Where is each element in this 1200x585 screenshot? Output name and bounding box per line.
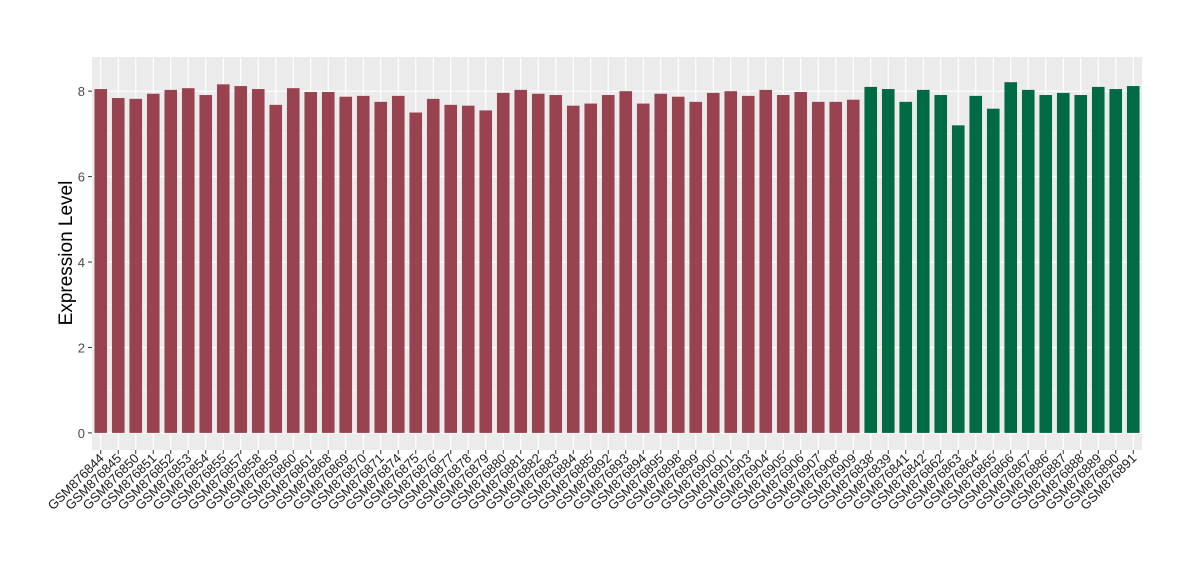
bar — [514, 89, 528, 433]
bar — [286, 88, 300, 433]
bar — [164, 89, 178, 433]
y-tick-label: 2 — [78, 340, 85, 355]
y-axis: 0 2 4 6 8 — [78, 84, 92, 441]
bar — [829, 101, 843, 433]
bar — [636, 103, 650, 433]
bar — [129, 98, 143, 433]
bar — [689, 101, 703, 433]
bar — [339, 96, 353, 433]
bar — [1109, 89, 1123, 433]
bar — [846, 99, 860, 433]
bar — [444, 104, 458, 433]
bar — [111, 98, 125, 433]
bar — [1021, 89, 1035, 433]
bar — [146, 93, 160, 433]
bar — [94, 89, 108, 433]
bar — [916, 89, 930, 433]
bar — [601, 95, 615, 433]
bar — [566, 105, 580, 433]
bar — [671, 96, 685, 433]
bar — [199, 95, 213, 433]
bar — [654, 93, 668, 433]
bar — [899, 101, 913, 433]
bar — [1039, 95, 1053, 433]
bar — [374, 101, 388, 433]
bar — [969, 95, 983, 433]
y-tick-label: 6 — [78, 170, 85, 185]
bar — [549, 95, 563, 433]
bar — [409, 112, 423, 433]
bar — [759, 89, 773, 433]
y-axis-label: Expression Level — [56, 181, 77, 326]
bar — [794, 92, 808, 433]
bar — [234, 86, 248, 433]
bar — [741, 95, 755, 433]
bar — [216, 84, 230, 433]
bar — [1004, 82, 1018, 433]
x-axis: GSM876844GSM876845GSM876850GSM876851GSM8… — [45, 450, 1139, 513]
bar — [251, 89, 265, 433]
bar — [321, 92, 335, 433]
y-tick-label: 0 — [78, 426, 85, 441]
bar — [496, 92, 510, 433]
bar — [1056, 92, 1070, 433]
bar — [881, 89, 895, 433]
bar — [269, 104, 283, 433]
bar — [584, 103, 598, 433]
y-tick-label: 4 — [78, 255, 85, 270]
bar — [1091, 86, 1105, 433]
bar — [706, 92, 720, 433]
bars — [94, 82, 1140, 433]
bar — [304, 92, 318, 433]
bar — [1074, 95, 1088, 433]
bar — [426, 98, 440, 433]
bar — [391, 95, 405, 433]
bar — [356, 95, 370, 433]
bar — [934, 95, 948, 433]
bar — [864, 86, 878, 433]
plot-panel — [92, 57, 1142, 450]
y-tick-label: 8 — [78, 84, 85, 99]
bar — [986, 108, 1000, 433]
bar — [776, 95, 790, 433]
bar — [724, 91, 738, 433]
bar — [461, 105, 475, 433]
bar — [479, 110, 493, 433]
bar — [951, 125, 965, 433]
bar — [181, 88, 195, 433]
bar — [531, 93, 545, 433]
bar — [811, 101, 825, 433]
bar — [1126, 86, 1140, 433]
bar — [619, 91, 633, 433]
